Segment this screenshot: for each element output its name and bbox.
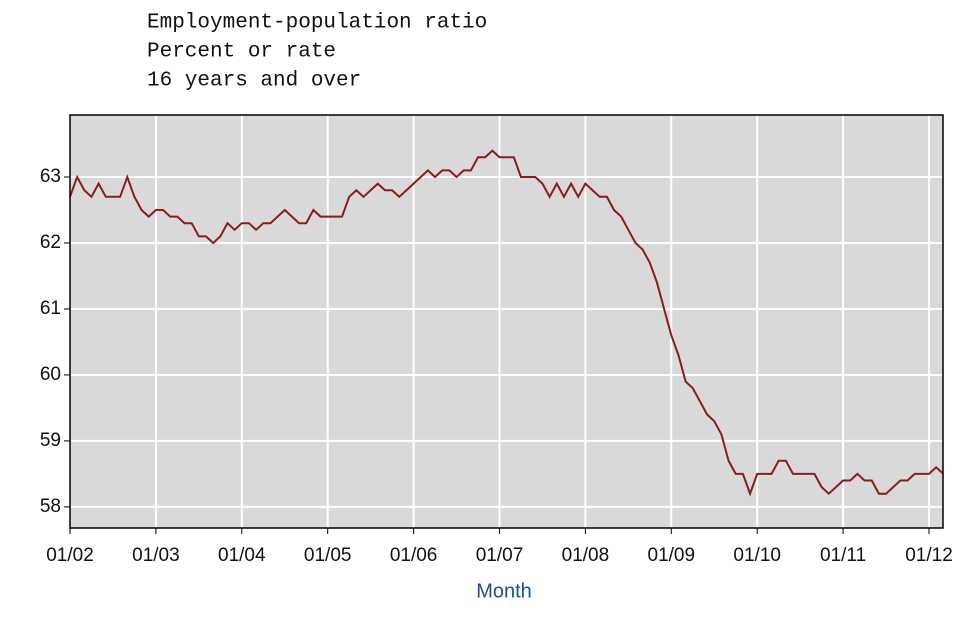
x-tick-label: 01/12 <box>905 545 953 566</box>
chart-subtitle: Percent or rate <box>147 41 336 64</box>
x-tick-label: 01/05 <box>304 545 352 566</box>
x-tick-label: 01/02 <box>46 545 94 566</box>
chart-subtitle: 16 years and over <box>147 70 361 93</box>
chart-title: Employment-population ratio <box>147 12 487 35</box>
y-tick-label: 59 <box>40 430 61 451</box>
x-tick-label: 01/03 <box>132 545 180 566</box>
x-tick-label: 01/10 <box>733 545 781 566</box>
x-axis-label: Month <box>476 580 532 602</box>
y-tick-label: 63 <box>40 166 61 187</box>
x-tick-label: 01/04 <box>218 545 266 566</box>
x-tick-label: 01/06 <box>390 545 438 566</box>
y-tick-label: 60 <box>40 364 61 385</box>
plot-border <box>69 114 944 529</box>
x-tick-label: 01/08 <box>562 545 610 566</box>
y-tick-label: 58 <box>40 496 61 517</box>
plot-area <box>70 115 943 528</box>
x-tick-label: 01/07 <box>476 545 524 566</box>
x-tick-label: 01/11 <box>820 545 866 566</box>
data-line <box>69 149 944 497</box>
x-tick-label: 01/09 <box>648 545 696 566</box>
y-tick-label: 62 <box>40 232 61 253</box>
y-tick-label: 61 <box>40 298 61 319</box>
